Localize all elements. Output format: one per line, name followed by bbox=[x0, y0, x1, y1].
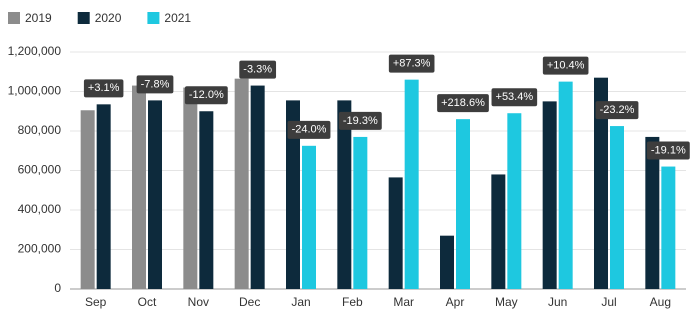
bar bbox=[645, 136, 660, 289]
annotation-box bbox=[437, 94, 489, 113]
annotation: -19.1% bbox=[651, 144, 686, 156]
bar bbox=[542, 101, 557, 289]
annotation-box bbox=[646, 141, 690, 160]
x-tick-label: Mar bbox=[393, 295, 414, 309]
annotation-box bbox=[338, 111, 382, 130]
bar bbox=[388, 177, 403, 289]
bar bbox=[491, 174, 506, 289]
y-tick-label: 1,000,000 bbox=[8, 84, 62, 98]
y-tick-label: 400,000 bbox=[18, 202, 62, 216]
bar bbox=[250, 85, 265, 289]
legend-swatch bbox=[8, 12, 20, 24]
annotation: +218.6% bbox=[441, 97, 485, 109]
annotation: -3.3% bbox=[243, 63, 272, 75]
x-tick-label: Jun bbox=[548, 295, 567, 309]
annotation-box bbox=[388, 54, 435, 73]
x-tick-label: Nov bbox=[188, 295, 209, 309]
y-tick-label: 600,000 bbox=[18, 163, 62, 177]
annotation: -23.2% bbox=[600, 104, 635, 116]
annotation-box bbox=[184, 86, 228, 105]
bar bbox=[286, 100, 300, 289]
annotation: -19.3% bbox=[343, 115, 378, 127]
annotation-box bbox=[491, 88, 538, 107]
x-tick-label: Jan bbox=[291, 295, 310, 309]
legend-swatch bbox=[77, 12, 90, 24]
x-tick-label: Apr bbox=[446, 295, 465, 309]
y-tick-label: 0 bbox=[54, 281, 61, 295]
y-tick-label: 800,000 bbox=[18, 123, 62, 137]
annotation: -7.8% bbox=[141, 78, 170, 90]
x-tick-label: Dec bbox=[239, 295, 260, 309]
bar bbox=[404, 79, 419, 290]
bar bbox=[558, 81, 573, 289]
annotation: +53.4% bbox=[496, 91, 534, 103]
y-tick-label: 1,200,000 bbox=[8, 44, 62, 58]
annotation-box bbox=[542, 56, 589, 75]
bar bbox=[302, 145, 316, 289]
bar bbox=[132, 85, 146, 289]
bar bbox=[337, 100, 352, 289]
annotation: -24.0% bbox=[292, 124, 327, 136]
bar bbox=[661, 166, 676, 289]
annotation-box bbox=[83, 79, 124, 98]
x-tick-label: Feb bbox=[342, 295, 363, 309]
x-tick-label: Oct bbox=[138, 295, 157, 309]
bar bbox=[148, 100, 162, 289]
annotation-box bbox=[595, 101, 639, 120]
x-tick-label: Aug bbox=[650, 295, 671, 309]
legend-swatch bbox=[147, 12, 160, 24]
bar bbox=[440, 235, 454, 289]
bar bbox=[183, 87, 198, 289]
bar bbox=[456, 119, 470, 290]
x-tick-label: Jul bbox=[601, 295, 616, 309]
annotation: +10.4% bbox=[547, 60, 585, 72]
bar bbox=[610, 126, 624, 289]
bar bbox=[507, 113, 522, 289]
annotation: +3.1% bbox=[88, 82, 120, 94]
legend-label: 2020 bbox=[95, 11, 122, 25]
x-tick-label: May bbox=[495, 295, 518, 309]
bar bbox=[199, 111, 214, 289]
bar bbox=[80, 110, 95, 289]
bar bbox=[234, 78, 249, 289]
annotation-box bbox=[287, 120, 331, 139]
annotation-box bbox=[239, 60, 277, 79]
annotation-box bbox=[136, 75, 174, 94]
annotation: -12.0% bbox=[189, 89, 224, 101]
bar bbox=[96, 104, 111, 290]
annotation: +87.3% bbox=[393, 58, 431, 70]
legend-label: 2021 bbox=[164, 11, 191, 25]
y-tick-label: 200,000 bbox=[18, 242, 62, 256]
bar bbox=[594, 77, 608, 289]
bar bbox=[353, 136, 368, 289]
legend-label: 2019 bbox=[25, 11, 52, 25]
x-tick-label: Sep bbox=[85, 295, 107, 309]
